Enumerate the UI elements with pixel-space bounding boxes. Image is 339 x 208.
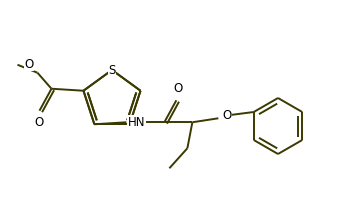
Text: S: S	[108, 63, 116, 77]
Text: O: O	[35, 116, 44, 129]
Text: HN: HN	[127, 116, 145, 129]
Text: O: O	[174, 82, 183, 95]
Text: O: O	[222, 109, 232, 122]
Text: O: O	[24, 58, 34, 71]
Text: S: S	[108, 63, 116, 77]
